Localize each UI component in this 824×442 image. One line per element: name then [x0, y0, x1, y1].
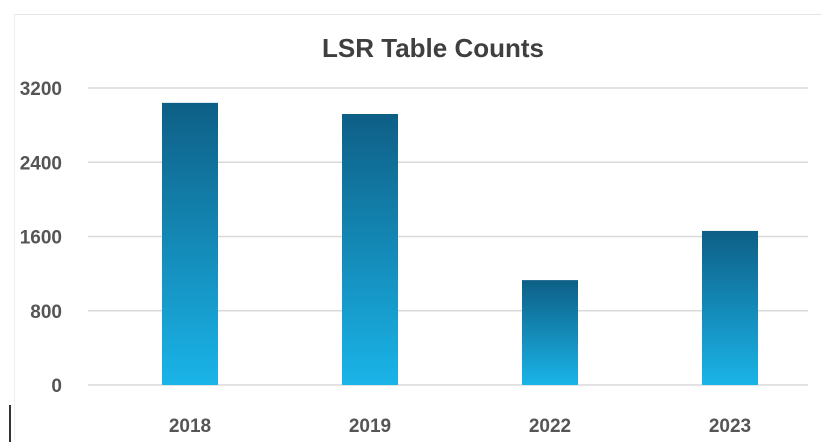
bar-2023 — [702, 230, 758, 385]
x-tick-label-2018: 2018 — [169, 416, 211, 437]
y-tick-label: 800 — [30, 302, 62, 323]
chart-frame — [14, 14, 822, 440]
x-tick-label-2023: 2023 — [709, 416, 751, 437]
y-tick-label: 1600 — [20, 228, 62, 249]
y-tick-label: 0 — [51, 376, 62, 397]
bar-2018 — [162, 102, 218, 385]
bar-2022 — [522, 280, 578, 385]
bars — [162, 102, 758, 386]
y-tick-label: 2400 — [20, 153, 62, 174]
left-edge-marker — [9, 405, 11, 442]
bar-2019 — [342, 113, 398, 386]
x-tick-label-2019: 2019 — [349, 416, 391, 437]
chart-title: LSR Table Counts — [322, 33, 544, 63]
x-axis-ticks: 2018 2019 2022 2023 — [169, 416, 751, 437]
x-tick-label-2022: 2022 — [529, 416, 571, 437]
y-tick-label: 3200 — [20, 79, 62, 100]
y-axis-ticks: 0 800 1600 2400 3200 — [20, 79, 62, 397]
